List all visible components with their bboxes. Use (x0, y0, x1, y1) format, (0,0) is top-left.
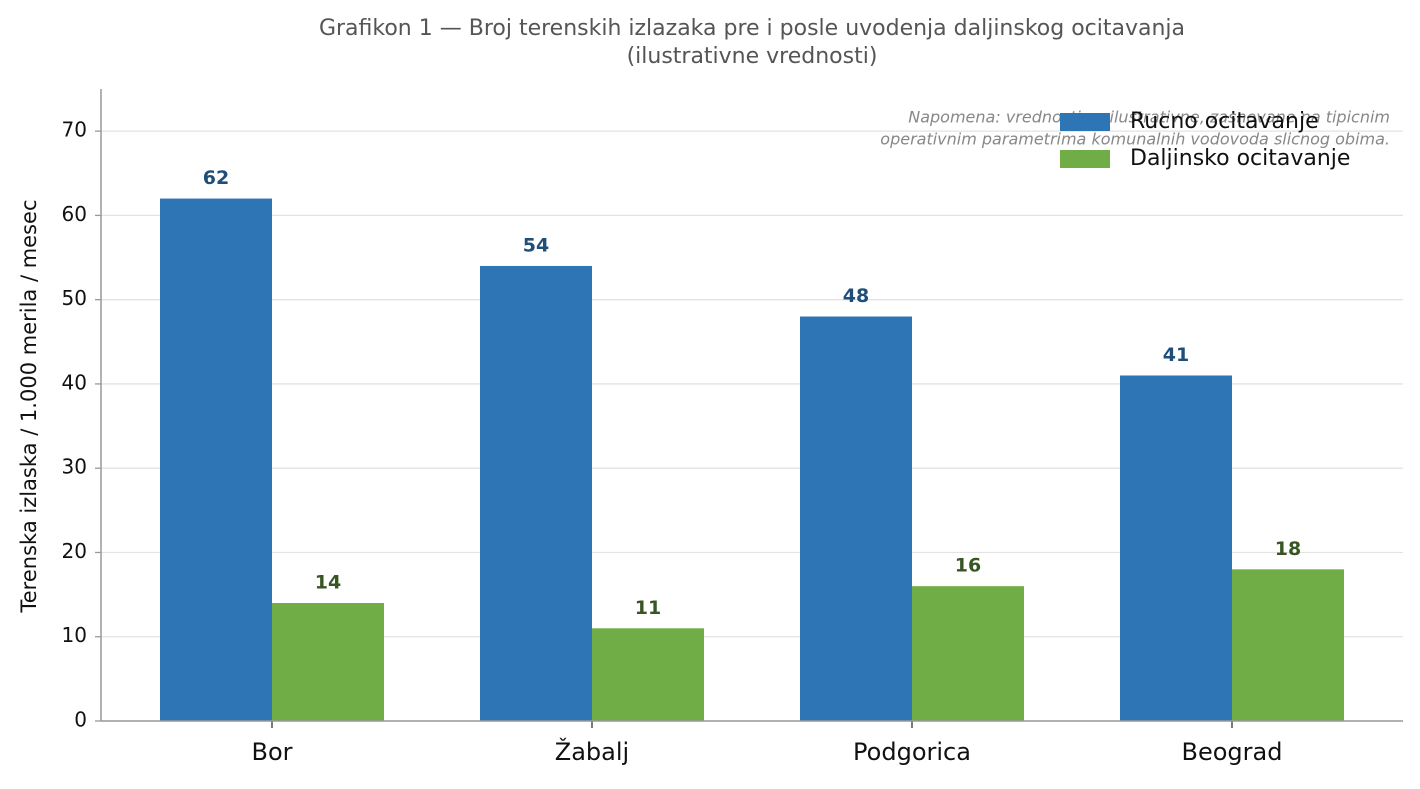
value-label: 16 (955, 555, 981, 577)
value-label: 41 (1163, 344, 1189, 366)
annotation: operativnim parametrima komunalnih vodov… (880, 130, 1390, 149)
y-axis-label: Terenska izlaska / 1.000 merila / mesec (17, 200, 41, 614)
bar (592, 628, 704, 721)
legend-swatch (1060, 113, 1110, 131)
y-tick-label: 50 (62, 286, 87, 310)
chart-title: Grafikon 1 — Broj terenskih izlazaka pre… (319, 16, 1185, 41)
annotation: Napomena: vrednosti su ilustrativne, zas… (908, 108, 1390, 127)
bar (800, 316, 912, 721)
x-tick-label: Beograd (1182, 738, 1283, 766)
bar (272, 603, 384, 721)
y-tick-label: 70 (62, 118, 87, 142)
x-tick-label: Bor (251, 738, 292, 766)
bar (480, 265, 592, 721)
y-tick-label: 30 (62, 455, 87, 479)
bar (912, 586, 1024, 721)
y-tick-label: 20 (62, 539, 87, 563)
value-label: 62 (203, 167, 229, 189)
y-tick-label: 0 (74, 708, 87, 732)
value-label: 14 (315, 572, 341, 594)
y-tick-label: 60 (62, 202, 87, 226)
x-tick-label: Žabalj (555, 737, 629, 766)
value-label: 54 (523, 234, 549, 256)
value-label: 48 (843, 285, 869, 307)
chart-title: (ilustrativne vrednosti) (627, 44, 878, 69)
bar (1232, 569, 1344, 721)
legend-label: Daljinsko ocitavanje (1130, 146, 1350, 171)
value-label: 11 (635, 597, 661, 619)
value-label: 18 (1275, 538, 1301, 560)
bar (1120, 375, 1232, 721)
legend-label: Rucno ocitavanje (1130, 109, 1319, 134)
y-tick-label: 10 (62, 623, 87, 647)
y-tick-label: 40 (62, 370, 87, 394)
x-tick-label: Podgorica (853, 738, 971, 766)
legend-swatch (1060, 150, 1110, 168)
bar (160, 198, 272, 722)
